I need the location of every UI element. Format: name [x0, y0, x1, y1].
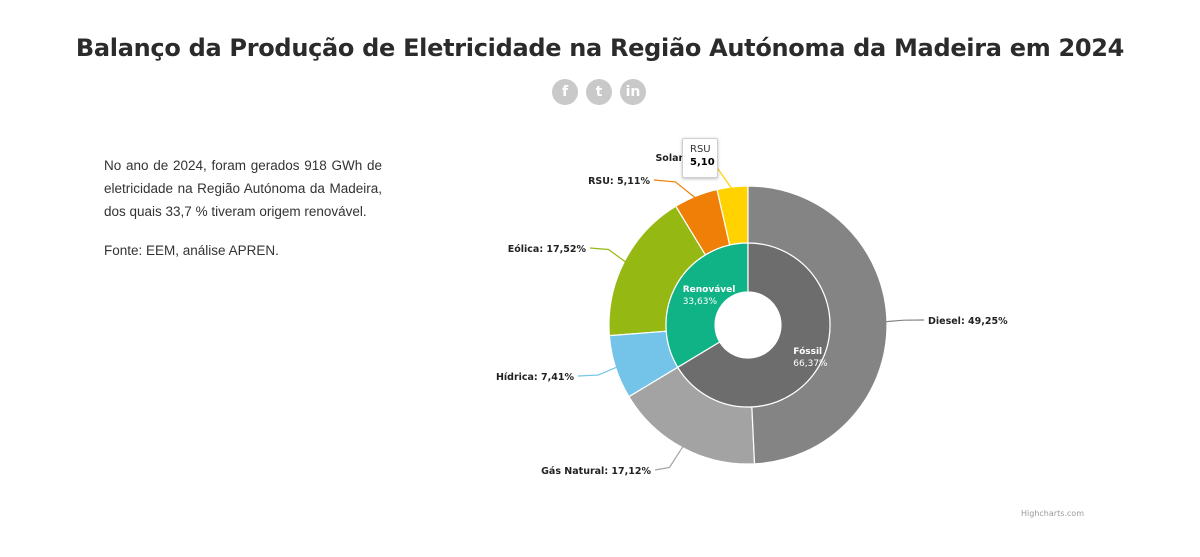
inner-value-renovavel: 33,63% — [683, 297, 718, 307]
connector-hidrica — [577, 365, 619, 377]
label-solar: Solar: — [655, 153, 687, 164]
inner-slice-renovavel[interactable] — [665, 242, 749, 369]
label-gas-natural: Gás Natural: 17,12% — [541, 466, 651, 477]
connector-diesel — [883, 319, 925, 323]
facebook-icon[interactable]: f — [552, 79, 578, 105]
label-diesel: Diesel: 49,25% — [928, 316, 1008, 327]
inner-label-renovavel: Renovável — [683, 285, 736, 295]
description-text: No ano de 2024, foram gerados 918 GWh de… — [104, 158, 382, 219]
tooltip-name: RSU — [690, 144, 711, 155]
inner-slice-fossil[interactable] — [676, 242, 831, 408]
connector-eolica — [589, 247, 628, 264]
source-text: Fonte: EEM, análise APREN. — [104, 243, 279, 258]
social-share-bar: f t in — [552, 79, 646, 105]
linkedin-icon[interactable]: in — [620, 79, 646, 105]
connector-gas-natural — [654, 444, 685, 471]
description-block: No ano de 2024, foram gerados 918 GWh de… — [104, 154, 382, 278]
inner-value-fossil: 66,37% — [793, 359, 828, 369]
label-hidrica: Hídrica: 7,41% — [496, 372, 575, 383]
label-rsu: RSU: 5,11% — [588, 176, 650, 187]
inner-ring — [665, 242, 831, 408]
tooltip: RSU 5,10 — [682, 138, 718, 178]
connector-rsu — [653, 179, 698, 200]
label-eolica: Eólica: 17,52% — [508, 244, 587, 255]
outer-ring — [608, 185, 888, 465]
inner-label-fossil: Fóssil — [793, 346, 822, 357]
page-title: Balanço da Produção de Eletricidade na R… — [75, 34, 1125, 62]
data-labels: Renovável 33,63% Fóssil 66,37% Solar: RSU: 5,… — [496, 153, 1008, 477]
highcharts-credits[interactable]: Highcharts.com — [1021, 509, 1084, 518]
twitter-icon[interactable]: t — [586, 79, 612, 105]
tooltip-value: 5,10 — [690, 157, 715, 168]
